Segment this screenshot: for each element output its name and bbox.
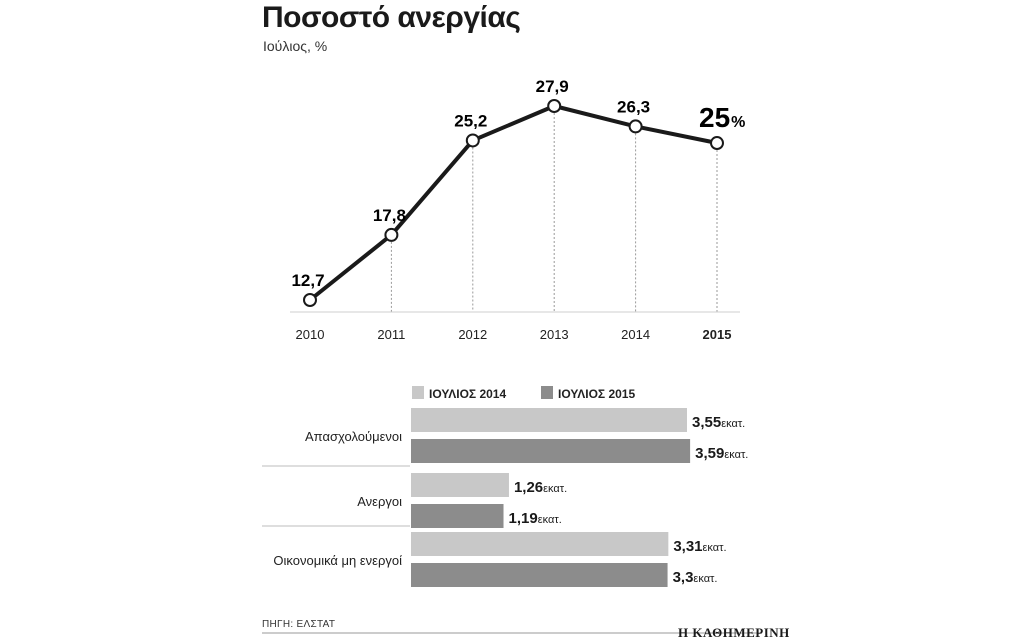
bar-1-1 [411, 408, 687, 432]
point-2012 [465, 133, 480, 148]
bar-3-2 [411, 563, 668, 587]
value-label-2014: 26,3 [617, 97, 650, 116]
category-label-3: Οικονομικά μη ενεργοί [273, 553, 402, 568]
tick-label-2014: 2014 [621, 327, 650, 342]
chart-subtitle: Ιούλιος, % [263, 38, 328, 54]
value-label-2010: 12,7 [291, 271, 324, 290]
legend-label-2: ΙΟΥΛΙΟΣ 2015 [558, 387, 635, 401]
point-2014 [628, 119, 643, 134]
point-2011 [384, 227, 399, 242]
tick-label-2011: 2011 [377, 327, 405, 342]
legend-swatch-2 [541, 386, 553, 399]
line-chart: 12,7 2010 17,8 2011 25,2 2012 27,9 2013 26,3 2014… [290, 77, 745, 342]
bar-label-3-2: 3,3εκατ. [673, 569, 718, 586]
legend-swatch-1 [412, 386, 424, 399]
chart-title: Ποσοστό ανεργίας [262, 1, 521, 34]
value-label-2015: 25% [699, 102, 745, 133]
bar-2-1 [411, 473, 509, 497]
point-2015 [710, 136, 724, 151]
tick-label-2015: 2015 [703, 327, 732, 342]
point-2013 [547, 99, 562, 113]
tick-label-2013: 2013 [540, 327, 569, 342]
bar-chart: ΙΟΥΛΙΟΣ 2014 ΙΟΥΛΙΟΣ 2015 3,55εκατ. 3,59εκα… [262, 386, 748, 587]
tick-label-2012: 2012 [458, 327, 487, 342]
footer-divider [262, 632, 762, 634]
bar-label-2-2: 1,19εκατ. [509, 510, 562, 527]
bar-2-2 [411, 504, 504, 528]
bar-3-1 [411, 532, 669, 556]
tick-label-2010: 2010 [296, 327, 325, 342]
category-label-2: Ανεργοι [357, 494, 402, 509]
series-line [308, 104, 718, 302]
point-2010 [303, 293, 317, 307]
publisher-logo: Η ΚΑΘΗΜΕΡΙΝΗ [678, 625, 790, 640]
bar-label-1-1: 3,55εκατ. [692, 414, 745, 431]
bar-label-2-1: 1,26εκατ. [514, 479, 567, 496]
bar-label-3-1: 3,31εκατ. [673, 538, 726, 555]
category-label-1: Απασχολούμενοι [305, 429, 402, 444]
bar-1-2 [411, 439, 691, 463]
value-label-2011: 17,8 [373, 206, 406, 225]
bar-label-1-2: 3,59εκατ. [695, 445, 748, 462]
source-note: ΠΗΓΗ: ΕΛΣΤΑΤ [262, 619, 336, 630]
value-label-2012: 25,2 [454, 111, 487, 130]
value-label-2013: 27,9 [536, 77, 569, 96]
legend-label-1: ΙΟΥΛΙΟΣ 2014 [429, 387, 506, 401]
